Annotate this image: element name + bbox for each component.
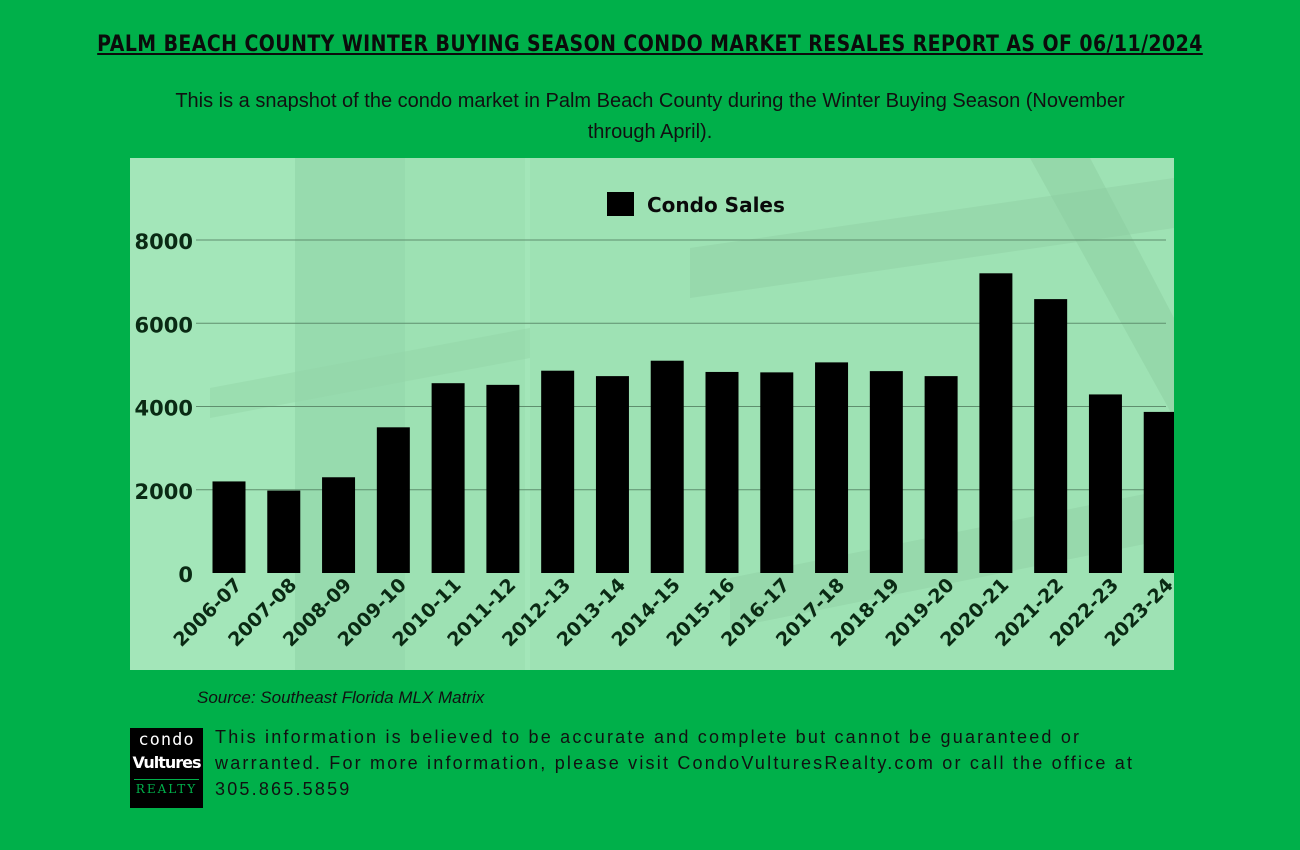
bar-2015-16 xyxy=(705,371,739,573)
y-tick-label: 4000 xyxy=(135,397,193,421)
bar-2023-24 xyxy=(1143,411,1174,573)
y-tick-label: 8000 xyxy=(135,230,193,254)
bar-2010-11 xyxy=(431,383,465,573)
x-axis: 2006-072007-082008-092009-102010-112011-… xyxy=(169,574,1174,651)
bar-2013-14 xyxy=(595,376,629,573)
bar-2019-20 xyxy=(924,376,958,573)
bar-2009-10 xyxy=(376,427,410,573)
bar-2007-08 xyxy=(267,490,301,573)
bar-2012-13 xyxy=(541,370,575,573)
bar-2020-21 xyxy=(979,273,1013,573)
page-title: PALM BEACH COUNTY WINTER BUYING SEASON C… xyxy=(97,32,1203,57)
bar-2018-19 xyxy=(869,371,903,573)
legend: Condo Sales xyxy=(607,192,785,217)
bar-2016-17 xyxy=(760,372,794,573)
disclaimer-text: This information is believed to be accur… xyxy=(215,727,1135,799)
y-tick-label: 6000 xyxy=(135,313,193,337)
bars xyxy=(212,273,1174,573)
bar-2008-09 xyxy=(322,477,356,573)
legend-swatch xyxy=(607,192,634,216)
bar-2017-18 xyxy=(815,362,849,573)
bar-2022-23 xyxy=(1088,394,1122,573)
y-axis: 0 2000 4000 6000 8000 xyxy=(135,230,193,587)
bar-2014-15 xyxy=(650,360,684,573)
legend-label: Condo Sales xyxy=(647,193,785,217)
bar-chart: 0 2000 4000 6000 8000 2006-072007-082008-092… xyxy=(135,192,1174,651)
bar-2021-22 xyxy=(1034,299,1068,573)
chart-panel: 0 2000 4000 6000 8000 2006-07 2007-08 2008-09 2… xyxy=(130,158,1174,670)
bar-2006-07 xyxy=(212,481,246,573)
source-note: Source: Southeast Florida MLX Matrix xyxy=(197,688,485,707)
y-tick-label: 0 xyxy=(178,563,193,587)
bar-2011-12 xyxy=(486,384,520,573)
page-subtitle: This is a snapshot of the condo market i… xyxy=(175,90,1125,143)
company-logo: condo Vultures REALTY xyxy=(130,728,203,808)
y-tick-label: 2000 xyxy=(135,480,193,504)
